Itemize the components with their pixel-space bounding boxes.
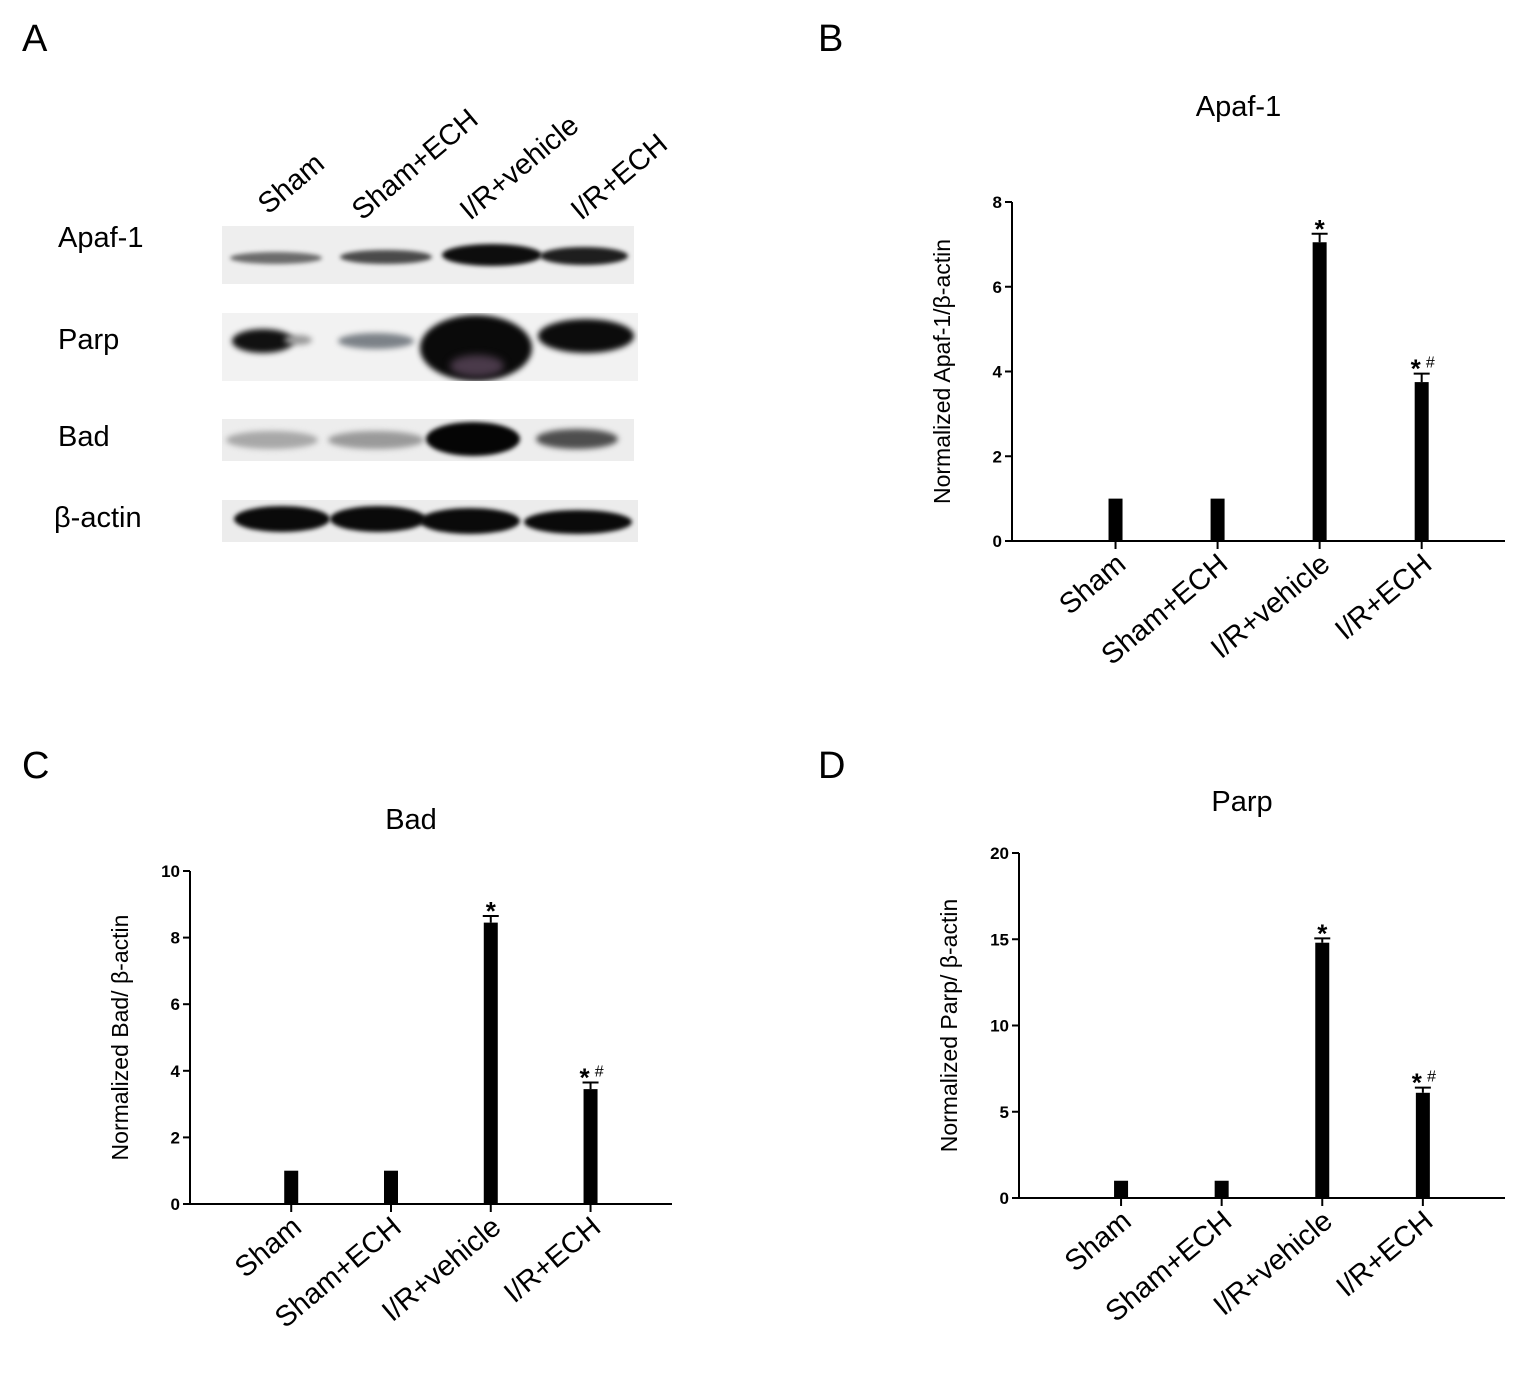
y-tick-label: 2	[171, 1128, 180, 1147]
y-tick-label: 8	[993, 193, 1002, 212]
bar	[1108, 498, 1123, 541]
y-tick-label: 10	[161, 862, 180, 881]
blot-band	[328, 431, 424, 449]
significance-hash: #	[1427, 1069, 1437, 1086]
blot-band	[226, 431, 318, 449]
panel-letter-b: B	[818, 18, 844, 60]
bar	[1312, 242, 1327, 541]
blot-band	[524, 510, 632, 534]
bar	[1415, 1092, 1430, 1198]
significance-star: *	[1315, 214, 1326, 244]
blot-band	[540, 247, 628, 265]
significance-star: *	[486, 896, 497, 926]
blot-band	[538, 319, 634, 353]
significance-star: *	[1412, 1068, 1423, 1098]
blot-band	[442, 244, 542, 266]
blot-strip-parp	[222, 313, 638, 381]
blot-band	[330, 506, 426, 532]
chart-title: Apaf-1	[1196, 91, 1281, 123]
y-axis-label: Normalized Apaf-1/β-actin	[929, 239, 955, 504]
significance-hash: #	[595, 1063, 605, 1080]
blot-band	[426, 422, 520, 456]
bar	[1114, 1180, 1129, 1198]
blot-band	[420, 508, 520, 534]
chart-title: Parp	[1211, 786, 1272, 818]
bar	[1315, 942, 1330, 1198]
western-blot-panel: Sham Sham+ECH I/R+vehicle I/R+ECH Apaf-1…	[0, 0, 720, 600]
blot-strip-apaf1	[222, 226, 634, 284]
y-tick-label: 2	[993, 447, 1002, 466]
bar	[1210, 498, 1225, 541]
significance-star: *	[1317, 918, 1328, 948]
x-tick-label: I/R+ECH	[1331, 1205, 1440, 1304]
bar	[583, 1089, 598, 1204]
bar	[383, 1170, 398, 1204]
bar	[1414, 382, 1429, 541]
y-tick-label: 6	[171, 995, 180, 1014]
x-tick-label: Sham	[1059, 1205, 1138, 1278]
blot-strip-beta-actin	[222, 500, 638, 542]
significance-star: *	[579, 1062, 590, 1092]
blot-band	[340, 250, 432, 264]
significance-hash: #	[1426, 355, 1436, 372]
y-tick-label: 0	[1000, 1189, 1009, 1208]
y-tick-label: 10	[990, 1017, 1009, 1036]
y-tick-label: 0	[993, 532, 1002, 551]
bar	[1214, 1180, 1229, 1198]
blot-band	[234, 506, 330, 532]
y-tick-label: 8	[171, 929, 180, 948]
blot-band	[536, 429, 618, 449]
blot-band	[284, 335, 312, 345]
y-tick-label: 5	[1000, 1103, 1009, 1122]
blot-band	[230, 252, 322, 264]
y-axis-label: Normalized Bad/ β-actin	[107, 915, 133, 1161]
blot-strip-bad	[222, 419, 634, 461]
bar	[284, 1170, 299, 1204]
bar	[483, 922, 498, 1204]
panel-letter-d: D	[818, 745, 846, 787]
blot-protein-label-apaf1: Apaf-1	[58, 222, 144, 254]
panel-letter-c: C	[22, 745, 50, 787]
blot-protein-label-parp: Parp	[58, 324, 120, 356]
chart-title: Bad	[385, 804, 437, 836]
blot-band	[450, 355, 504, 377]
significance-star: *	[1411, 354, 1422, 384]
y-tick-label: 15	[990, 930, 1009, 949]
blot-protein-label-bad: Bad	[58, 421, 110, 453]
y-tick-label: 0	[171, 1195, 180, 1214]
y-tick-label: 4	[171, 1062, 181, 1081]
blot-protein-label-beta-actin: β-actin	[54, 502, 142, 534]
y-axis-label: Normalized Parp/ β-actin	[936, 899, 962, 1153]
blot-band	[232, 329, 294, 353]
y-tick-label: 20	[990, 844, 1009, 863]
panel-letter-a: A	[22, 18, 48, 60]
blot-band	[338, 333, 414, 349]
y-tick-label: 6	[993, 278, 1002, 297]
y-tick-label: 4	[993, 363, 1003, 382]
